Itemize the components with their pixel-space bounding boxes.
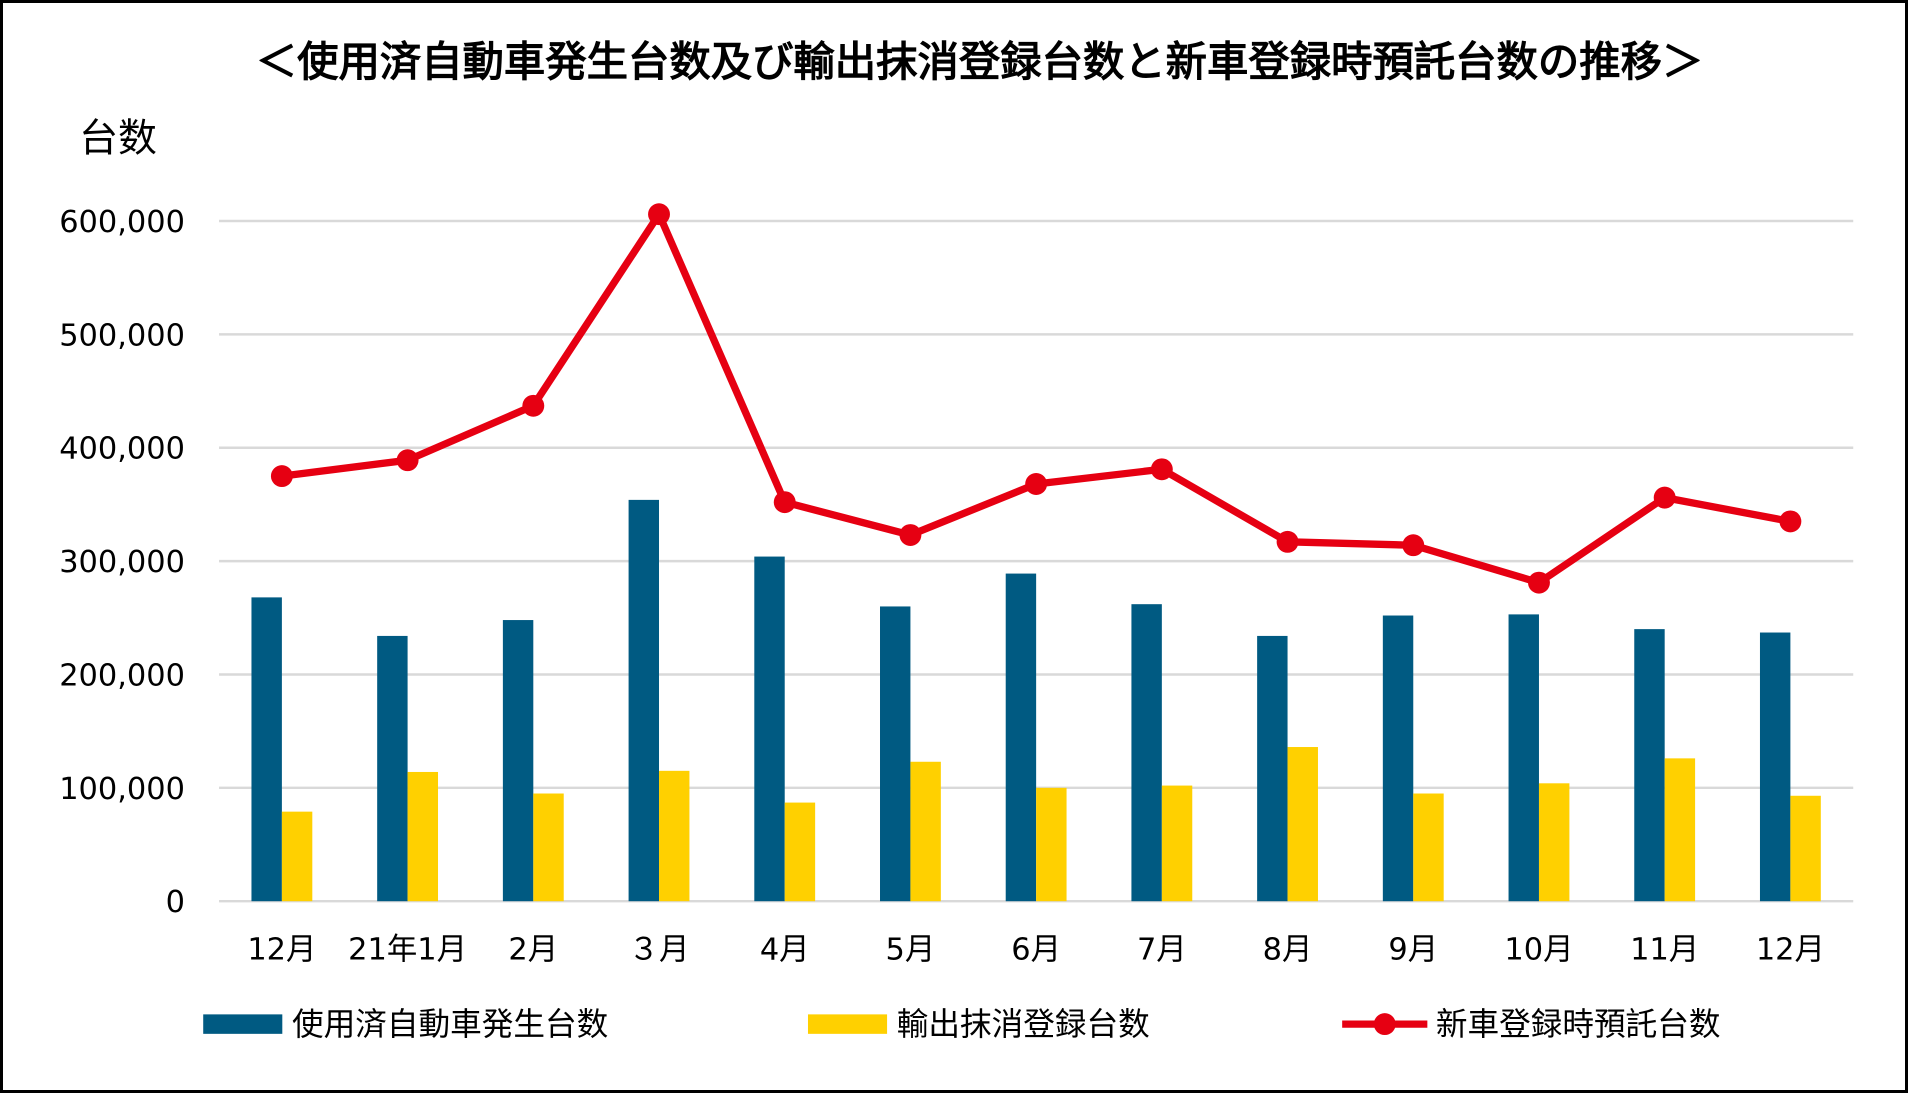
line-point-8 <box>1276 530 1299 553</box>
bar-export-10 <box>1538 783 1570 902</box>
line-point-0 <box>270 465 293 488</box>
bar-end-of-life-3 <box>628 499 660 902</box>
bar-end-of-life-4 <box>754 556 785 902</box>
line-new-registration <box>281 210 1792 587</box>
bar-export-8 <box>1287 747 1318 902</box>
line-point-10 <box>1528 571 1550 594</box>
line-point-1 <box>396 449 419 472</box>
line-point-11 <box>1653 486 1676 509</box>
bar-export-11 <box>1664 758 1696 902</box>
bar-export-5 <box>910 761 941 902</box>
bar-export-12 <box>1790 795 1821 902</box>
chart-title: ＜使用済自動車発生台数及び輸出抹消登録台数と新車登録時預託台数の推移＞ <box>256 38 1704 86</box>
legend-label-2: 新車登録時預託台数 <box>1436 1007 1721 1043</box>
x-tick-label: 8月 <box>1263 933 1313 968</box>
x-tick-label: 21年1月 <box>348 933 467 968</box>
x-tick-label: 4月 <box>760 933 810 968</box>
bar-export-4 <box>784 802 816 902</box>
y-tick-label: 600,000 <box>59 205 185 240</box>
line-point-4 <box>773 491 796 514</box>
y-tick-label: 500,000 <box>59 318 185 353</box>
x-tick-label: 12月 <box>1756 933 1825 968</box>
line-point-2 <box>522 394 545 417</box>
x-tick-label: 10月 <box>1504 933 1573 968</box>
y-axis-label: 台数 <box>79 117 157 162</box>
bar-end-of-life-8 <box>1257 635 1288 902</box>
line-point-3 <box>648 203 670 226</box>
bar-end-of-life-2 <box>502 620 534 902</box>
x-tick-label: ３月 <box>629 933 690 968</box>
x-tick-label: 2月 <box>508 933 558 968</box>
line-point-6 <box>1025 473 1048 495</box>
bar-export-1 <box>407 771 439 902</box>
bar-end-of-life-1 <box>377 635 408 902</box>
bar-end-of-life-6 <box>1005 573 1037 902</box>
bar-end-of-life-9 <box>1382 615 1414 902</box>
bar-export-9 <box>1413 793 1444 902</box>
bar-export-2 <box>533 793 564 902</box>
line-point-9 <box>1402 534 1425 557</box>
bar-end-of-life-12 <box>1759 632 1791 902</box>
y-tick-label: 400,000 <box>59 432 185 467</box>
x-tick-label: 9月 <box>1388 933 1438 968</box>
y-tick-label: 100,000 <box>59 772 185 807</box>
x-tick-label: 11月 <box>1630 933 1699 968</box>
legend-swatch-1 <box>807 1014 888 1034</box>
legend-label-0: 使用済自動車発生台数 <box>292 1007 608 1043</box>
legend-label-1: 輸出抹消登録台数 <box>897 1007 1150 1043</box>
y-tick-label: 0 <box>166 885 185 920</box>
bar-end-of-life-0 <box>251 597 282 902</box>
x-tick-label: 6月 <box>1011 933 1061 968</box>
bar-end-of-life-11 <box>1634 629 1665 902</box>
x-tick-label: 7月 <box>1137 933 1187 968</box>
bar-end-of-life-10 <box>1508 614 1539 902</box>
x-tick-label: 5月 <box>886 933 936 968</box>
bar-end-of-life-7 <box>1131 604 1162 902</box>
bar-end-of-life-5 <box>880 606 911 902</box>
bar-export-7 <box>1161 785 1193 902</box>
bar-export-3 <box>659 770 690 902</box>
bar-export-0 <box>281 811 313 902</box>
line-point-5 <box>899 524 922 546</box>
line-point-12 <box>1779 510 1802 533</box>
y-tick-label: 200,000 <box>59 658 185 693</box>
x-tick-label: 12月 <box>247 933 316 968</box>
legend-swatch-0 <box>203 1014 283 1034</box>
y-tick-label: 300,000 <box>59 545 185 580</box>
legend-marker-2 <box>1373 1013 1396 1036</box>
line-point-7 <box>1150 458 1173 481</box>
bar-export-6 <box>1036 787 1067 902</box>
